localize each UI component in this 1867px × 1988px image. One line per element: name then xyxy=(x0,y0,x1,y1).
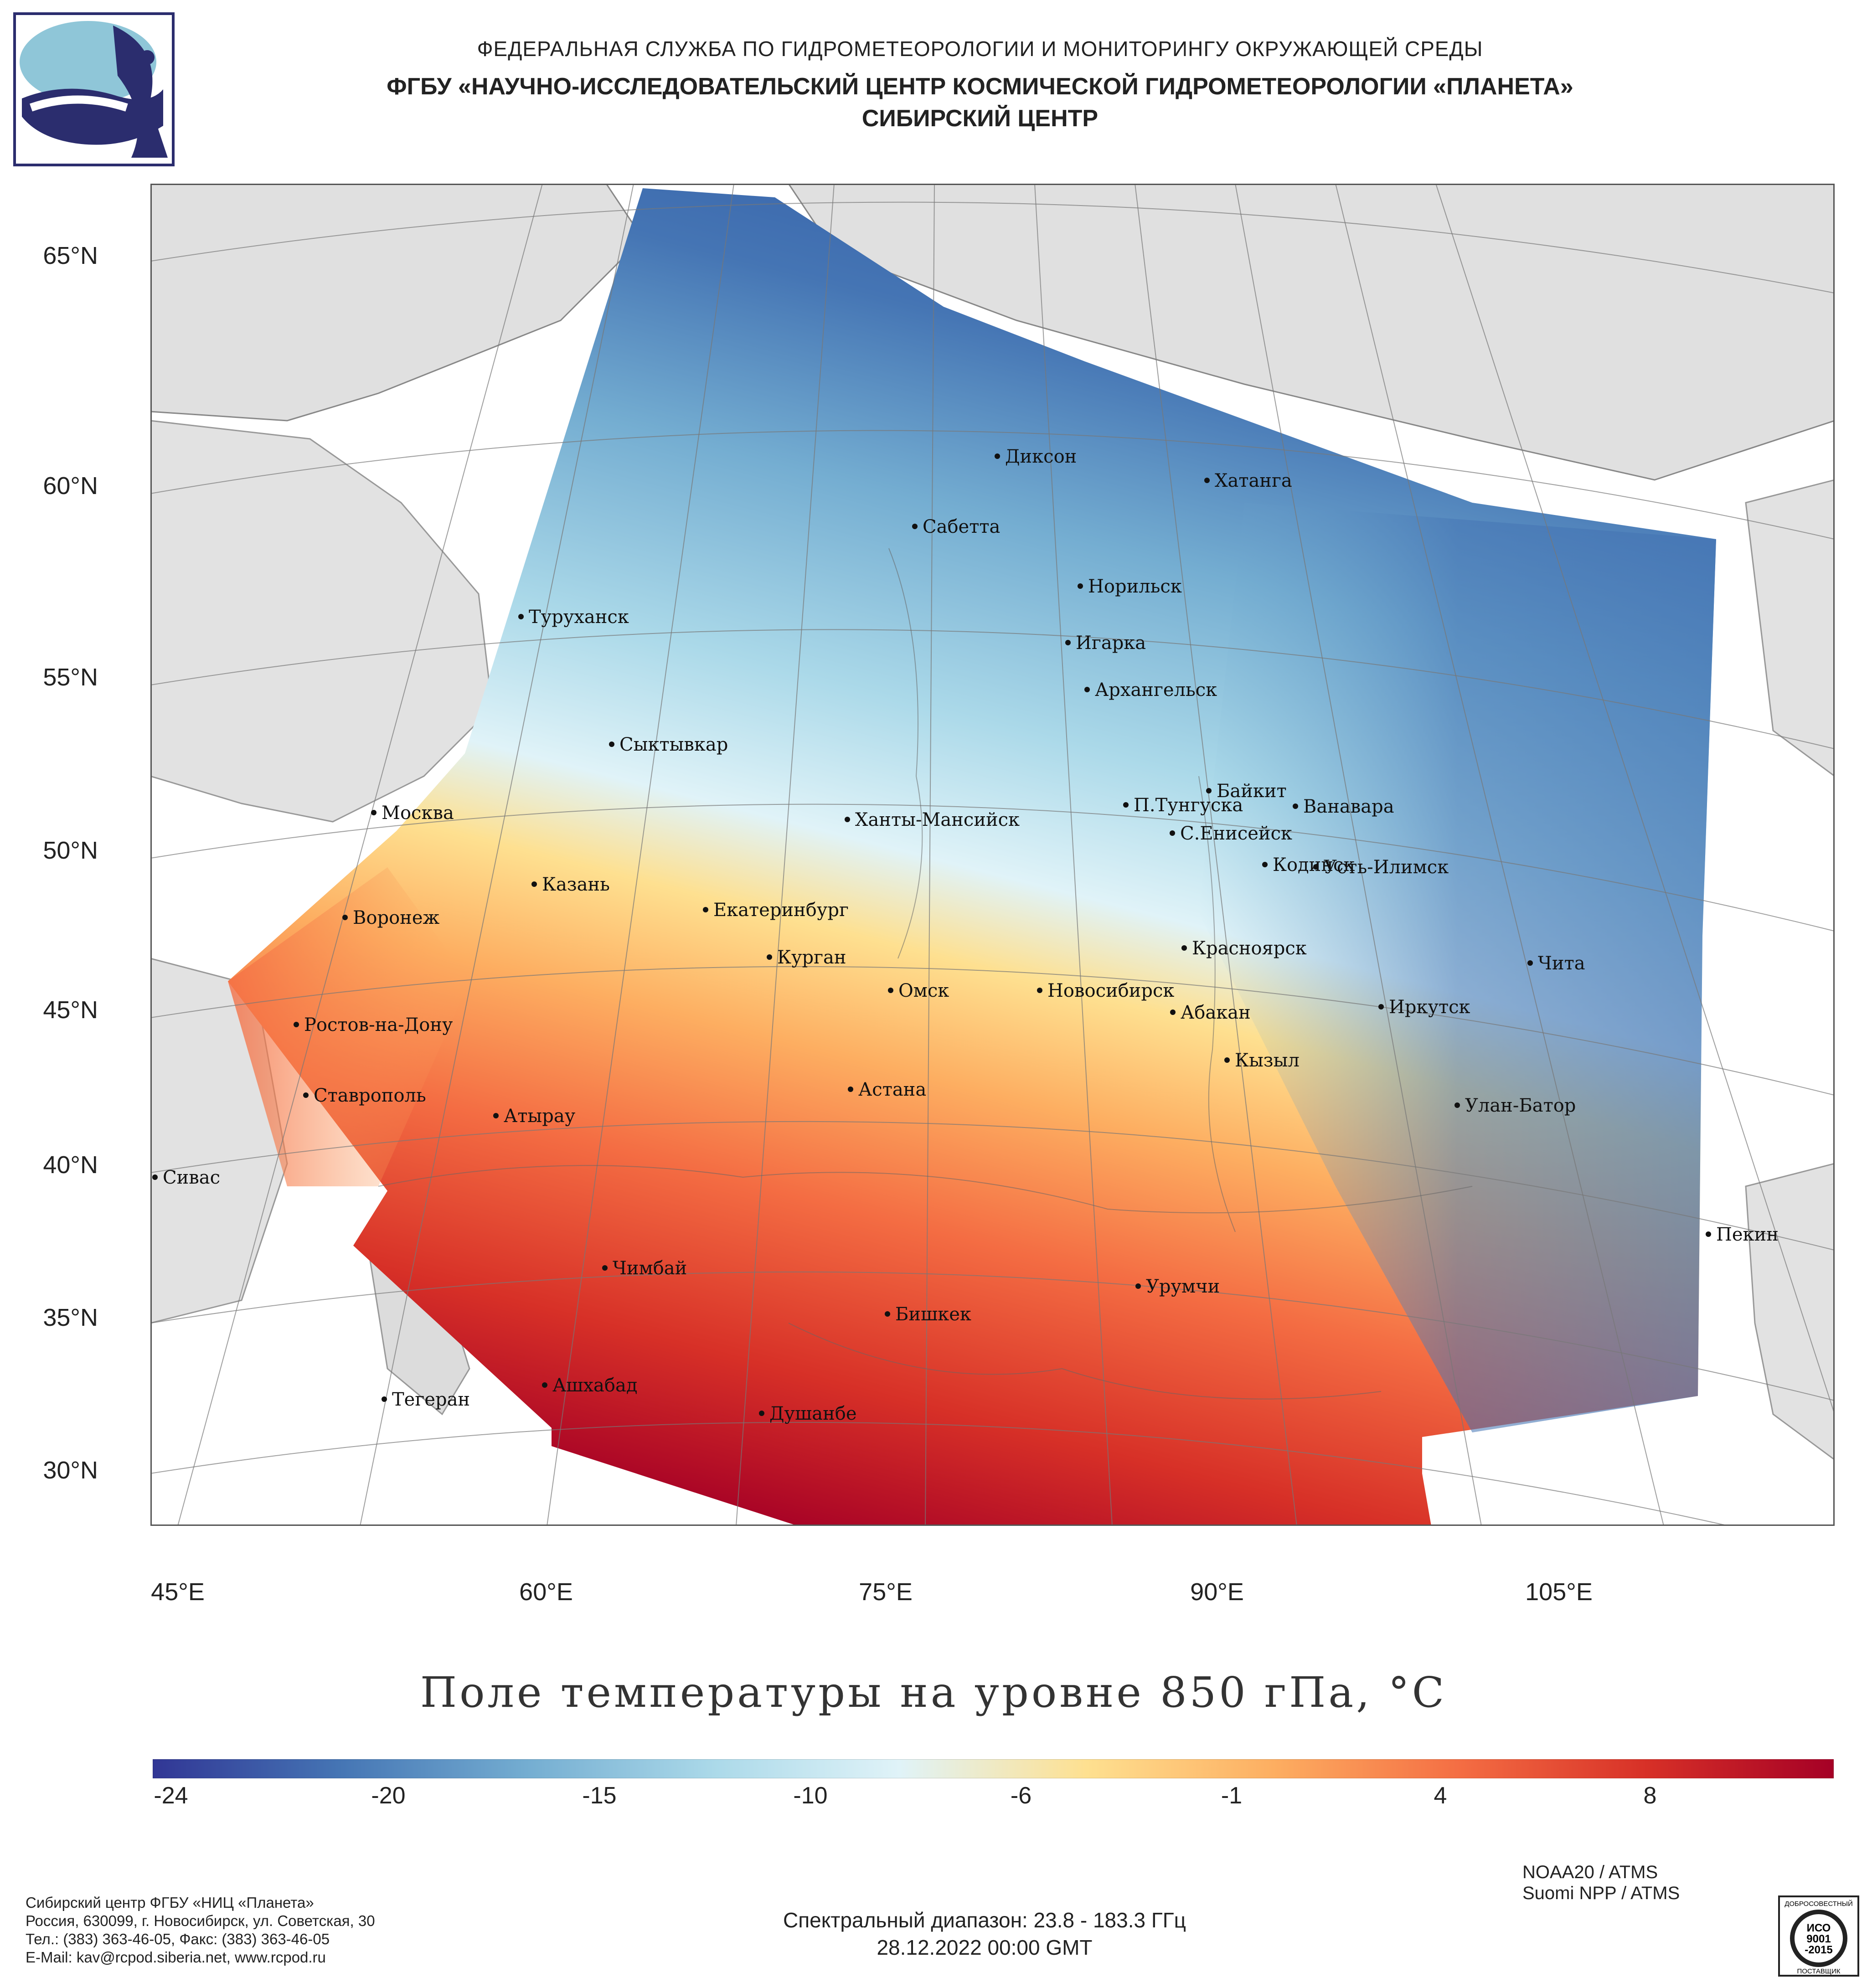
iso-l3: -2015 xyxy=(1805,1944,1832,1956)
city-label: Ванавара xyxy=(1303,796,1394,817)
city-label: Абакан xyxy=(1181,1002,1251,1023)
footer-org: Сибирский центр ФГБУ «НИЦ «Планета» xyxy=(26,1894,314,1911)
city-label: Урумчи xyxy=(1146,1276,1220,1297)
iso-top-text: ДОБРОСОВЕСТНЫЙ xyxy=(1784,1900,1853,1908)
city-label: Диксон xyxy=(1005,446,1077,467)
lat-label-40: 40°N xyxy=(43,1151,98,1179)
colorbar-tick: -6 xyxy=(1010,1782,1032,1809)
colorbar-tick: -10 xyxy=(793,1782,828,1809)
city-label: Ставрополь xyxy=(314,1085,426,1106)
city-label: Чимбай xyxy=(613,1258,687,1279)
city-label: Ханты-Мансийск xyxy=(855,809,1020,830)
footer-spectral: Спектральный диапазон: 23.8 - 183.3 ГГц xyxy=(783,1908,1186,1932)
lon-label-60: 60°E xyxy=(519,1578,573,1606)
colorbar-tick: 8 xyxy=(1643,1782,1657,1809)
city-label: Сивас xyxy=(163,1167,220,1188)
city-label: Иркутск xyxy=(1389,997,1470,1018)
iso-l2: 9001 xyxy=(1806,1933,1831,1945)
lat-label-35: 35°N xyxy=(43,1304,98,1331)
city-label: Кызыл xyxy=(1235,1050,1300,1071)
city-label: Тегеран xyxy=(392,1389,470,1410)
city-label: Екатеринбург xyxy=(713,900,849,921)
city-label: Курган xyxy=(777,947,846,968)
footer-satellites: NOAA20 / ATMS Suomi NPP / ATMS xyxy=(1522,1862,1680,1904)
lon-label-105: 105°E xyxy=(1525,1578,1593,1606)
footer-address: Россия, 630099, г. Новосибирск, ул. Сове… xyxy=(26,1912,375,1929)
lon-label-75: 75°E xyxy=(859,1578,913,1606)
city-label: Москва xyxy=(382,803,454,824)
lon-label-45: 45°E xyxy=(151,1578,205,1606)
city-label: Сабетта xyxy=(923,516,1000,537)
city-label: Душанбе xyxy=(769,1403,857,1424)
lat-label-45: 45°N xyxy=(43,996,98,1024)
city-label: Атырау xyxy=(504,1106,576,1127)
lat-label-60: 60°N xyxy=(43,472,98,500)
planeta-logo-icon xyxy=(13,12,175,167)
colorbar xyxy=(153,1759,1834,1778)
lat-label-65: 65°N xyxy=(43,242,98,269)
colorbar-tick: -15 xyxy=(582,1782,617,1809)
city-label: Хатанга xyxy=(1215,470,1292,491)
city-label: Ростов-на-Дону xyxy=(304,1015,453,1035)
city-label: С.Енисейск xyxy=(1180,823,1292,844)
iso-badge-icon: ДОБРОСОВЕСТНЫЙ ИСО 9001 -2015 ПОСТАВЩИК xyxy=(1778,1895,1860,1977)
map-title: Поле температуры на уровне 850 гПа, °C xyxy=(420,1668,1447,1717)
city-label: Астана xyxy=(858,1079,926,1100)
footer-datetime: 28.12.2022 00:00 GMT xyxy=(877,1936,1093,1959)
footer-sat2: Suomi NPP / ATMS xyxy=(1522,1883,1680,1903)
city-label: Пекин xyxy=(1716,1224,1779,1245)
city-label: Туруханск xyxy=(529,607,629,628)
lat-label-55: 55°N xyxy=(43,664,98,691)
temperature-map: Диксон Хатанга Сабетта Норильск Игарка Т… xyxy=(150,184,1835,1526)
city-label: Архангельск xyxy=(1095,680,1217,700)
city-label: Бишкек xyxy=(895,1304,971,1325)
lon-label-90: 90°E xyxy=(1190,1578,1244,1606)
lat-label-50: 50°N xyxy=(43,837,98,864)
lat-label-30: 30°N xyxy=(43,1457,98,1484)
city-label: Норильск xyxy=(1088,576,1182,597)
colorbar-tick: -1 xyxy=(1221,1782,1243,1809)
footer-spectral-info: Спектральный диапазон: 23.8 - 183.3 ГГц … xyxy=(638,1906,1331,1961)
city-label: Ашхабад xyxy=(552,1375,637,1396)
city-label: Красноярск xyxy=(1192,938,1307,959)
city-label: Воронеж xyxy=(353,907,439,928)
city-label: Улан-Батор xyxy=(1465,1095,1576,1116)
iso-bottom-text: ПОСТАВЩИК xyxy=(1797,1967,1840,1975)
header-institute: ФГБУ «НАУЧНО-ИССЛЕДОВАТЕЛЬСКИЙ ЦЕНТР КОС… xyxy=(387,73,1573,100)
header-agency: ФЕДЕРАЛЬНАЯ СЛУЖБА ПО ГИДРОМЕТЕОРОЛОГИИ … xyxy=(477,37,1483,61)
colorbar-tick: 4 xyxy=(1434,1782,1447,1809)
footer-contacts: Сибирский центр ФГБУ «НИЦ «Планета» Росс… xyxy=(26,1894,375,1967)
city-label: Новосибирск xyxy=(1047,980,1174,1001)
colorbar-tick: -20 xyxy=(371,1782,406,1809)
city-label: Усть-Илимск xyxy=(1324,857,1449,878)
city-label: П.Тунгуска xyxy=(1134,795,1243,816)
city-label: Кодинск xyxy=(1273,855,1355,876)
footer-email: E-Mail: kav@rcpod.siberia.net, www.rcpod… xyxy=(26,1949,326,1966)
city-markers: Диксон Хатанга Сабетта Норильск Игарка Т… xyxy=(152,446,1779,1424)
city-label: Казань xyxy=(542,874,610,895)
city-label: Игарка xyxy=(1076,633,1146,654)
footer-phone: Тел.: (383) 363-46-05, Факс: (383) 363-4… xyxy=(26,1931,330,1947)
city-label: Сыктывкар xyxy=(619,734,728,755)
header-center: СИБИРСКИЙ ЦЕНТР xyxy=(861,105,1099,132)
city-label: Омск xyxy=(898,980,949,1001)
city-label: Байкит xyxy=(1217,781,1287,802)
footer-sat1: NOAA20 / ATMS xyxy=(1522,1862,1658,1882)
iso-l1: ИСО xyxy=(1807,1922,1831,1934)
colorbar-tick: -24 xyxy=(154,1782,188,1809)
city-label: Чита xyxy=(1538,953,1585,974)
